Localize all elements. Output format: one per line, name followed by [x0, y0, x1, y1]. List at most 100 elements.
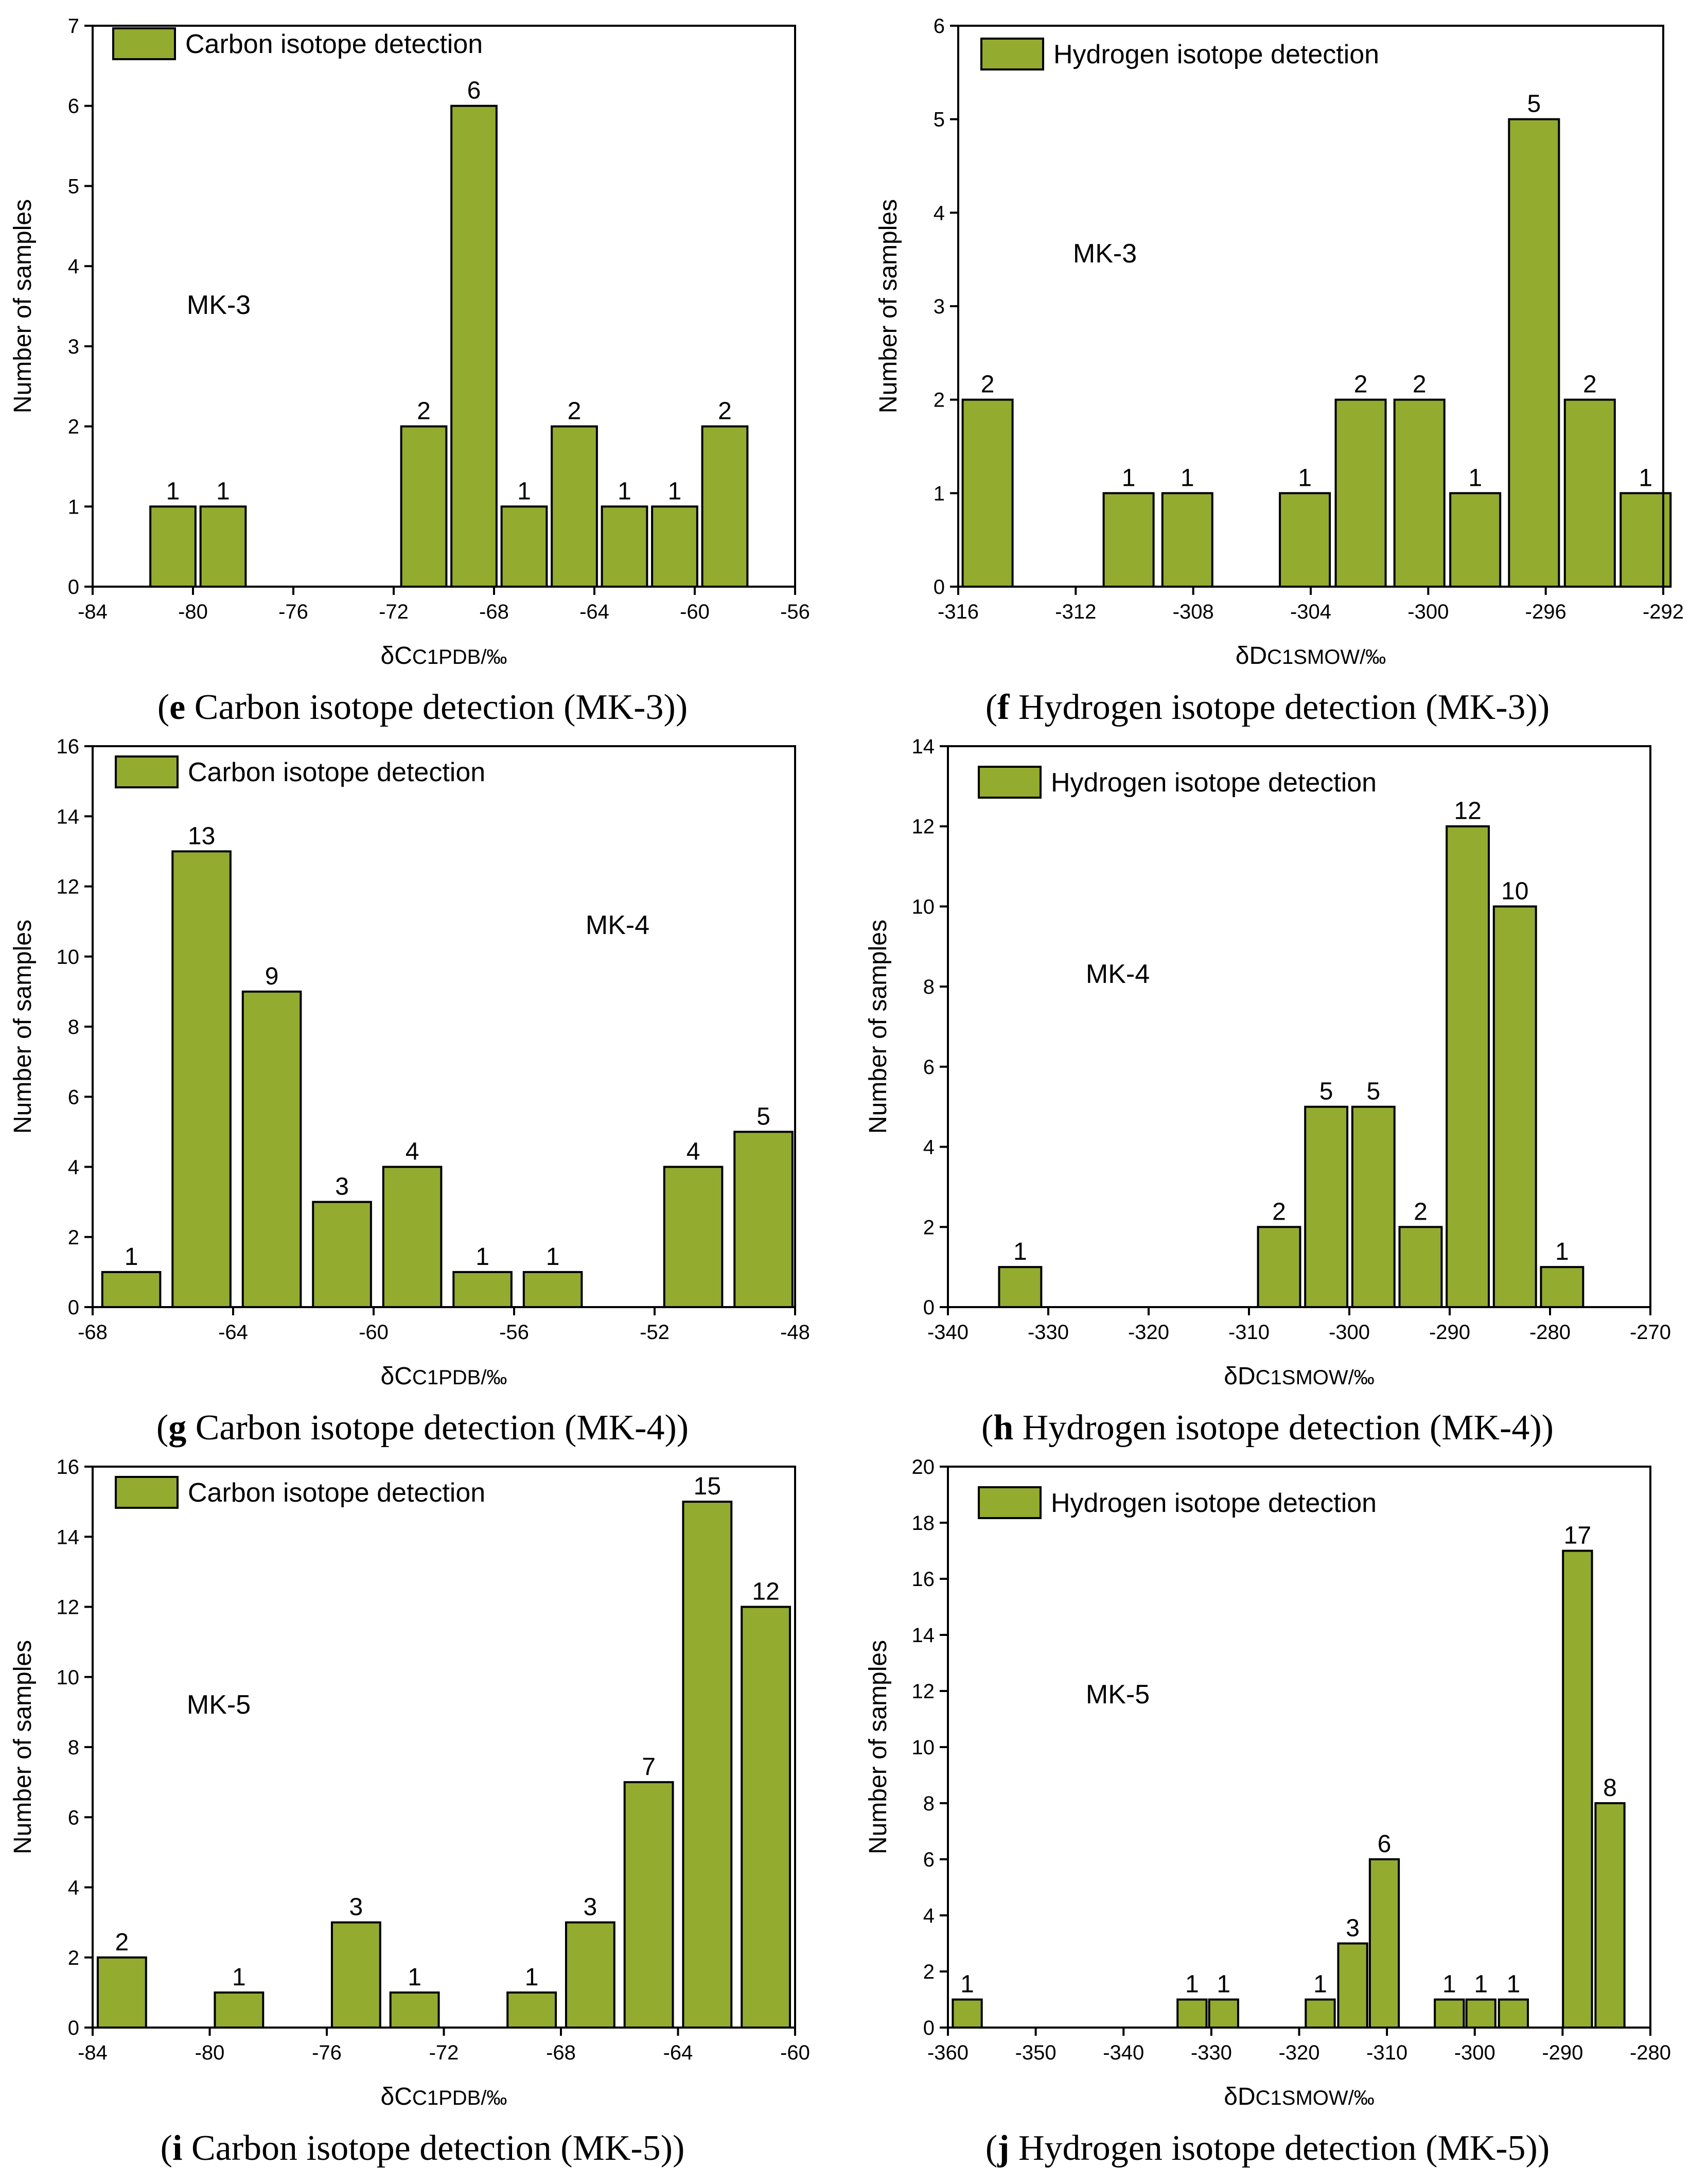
- x-axis-title-main-e: δC: [381, 642, 412, 670]
- y-tick-label-j-3: 6: [923, 1848, 935, 1871]
- y-tick-label-f-2: 2: [934, 389, 945, 412]
- bar-j-5: [1368, 1858, 1400, 2029]
- y-tick-label-g-1: 2: [68, 1226, 79, 1249]
- bar-value-label-e-7: 1: [668, 478, 682, 505]
- legend-swatch-j: [978, 1486, 1042, 1519]
- bar-value-label-g-4: 4: [406, 1138, 419, 1166]
- y-tick-label-e-7: 7: [68, 15, 79, 38]
- bar-h-5: [1446, 825, 1490, 1308]
- well-annotation-j: MK-5: [1086, 1680, 1150, 1710]
- y-tick-label-e-5: 5: [68, 175, 79, 198]
- x-tick-label-i-3: -72: [429, 2041, 459, 2064]
- chart-panel-f: 2 1 1 1 2 2 1 5 2 1 -316 -312 -308 -304 -300 -296 -292 0 1…: [875, 15, 1684, 670]
- bar-value-label-i-8: 12: [752, 1578, 779, 1606]
- bar-value-label-i-1: 1: [232, 1964, 246, 1991]
- x-tick-label-i-1: -80: [195, 2041, 225, 2064]
- bar-j-10: [1594, 1802, 1626, 2029]
- x-axis-title-sub-g: C1PDB/‰: [412, 1366, 507, 1389]
- x-axis-title-main-h: δD: [1224, 1363, 1255, 1390]
- legend-label-h: Hydrogen isotope detection: [1051, 768, 1377, 798]
- x-axis-title-main-g: δC: [381, 1363, 412, 1390]
- x-tick-label-h-0: -340: [927, 1321, 969, 1344]
- bar-value-label-h-5: 12: [1454, 798, 1481, 825]
- y-tick-label-i-7: 14: [57, 1526, 80, 1548]
- y-tick-label-h-5: 10: [912, 895, 935, 918]
- x-tick-label-g-0: -68: [78, 1321, 108, 1344]
- y-tick-label-g-5: 10: [57, 946, 80, 968]
- bar-value-label-f-4: 2: [1354, 371, 1368, 398]
- legend-swatch-g: [115, 755, 179, 788]
- x-axis-title-i: δCC1PDB/‰: [381, 2083, 507, 2110]
- y-axis-title-g: Number of samples: [9, 920, 37, 1134]
- y-tick-label-j-8: 16: [912, 1568, 935, 1591]
- bar-j-8: [1498, 1998, 1529, 2029]
- x-tick-label-j-5: -310: [1366, 2041, 1407, 2064]
- legend-swatch-h: [978, 766, 1042, 799]
- y-tick-label-h-4: 8: [923, 976, 935, 998]
- bar-j-9: [1562, 1549, 1593, 2029]
- y-tick-label-h-7: 14: [912, 735, 935, 758]
- bar-g-0: [101, 1271, 162, 1308]
- x-axis-title-sub-h: C1SMOW/‰: [1256, 1366, 1375, 1389]
- x-tick-label-e-5: -64: [579, 601, 609, 623]
- bar-value-label-f-0: 2: [981, 371, 995, 398]
- y-tick-label-j-9: 18: [912, 1512, 935, 1535]
- x-tick-label-e-1: -80: [178, 601, 208, 623]
- bar-h-0: [998, 1266, 1043, 1308]
- bar-value-label-f-6: 1: [1468, 464, 1482, 491]
- plot-frame-e: [92, 25, 796, 588]
- y-tick-label-h-3: 6: [923, 1056, 935, 1079]
- y-axis-title-f: Number of samples: [875, 199, 902, 413]
- bar-f-5: [1393, 398, 1446, 588]
- bar-g-7: [663, 1166, 724, 1308]
- x-axis-title-main-j: δD: [1224, 2083, 1255, 2110]
- x-tick-label-h-2: -320: [1128, 1321, 1169, 1344]
- bar-value-label-i-0: 2: [115, 1929, 129, 1956]
- well-annotation-f: MK-3: [1073, 239, 1137, 269]
- bar-value-label-f-8: 2: [1583, 371, 1597, 398]
- legend-swatch-i: [115, 1476, 179, 1509]
- y-tick-label-e-0: 0: [68, 576, 79, 598]
- bar-i-4: [506, 1991, 557, 2029]
- bar-e-2: [400, 425, 448, 588]
- caption-h: (h Hydrogen isotope detection (MK-4)): [981, 1408, 1554, 1448]
- y-tick-label-f-3: 3: [934, 295, 945, 318]
- bar-value-label-e-5: 2: [568, 398, 582, 425]
- bar-i-2: [330, 1921, 381, 2029]
- legend-label-i: Carbon isotope detection: [188, 1478, 485, 1508]
- bar-e-7: [651, 505, 698, 588]
- y-tick-label-i-0: 0: [68, 2017, 79, 2039]
- y-tick-label-h-6: 12: [912, 816, 935, 838]
- x-tick-label-f-3: -304: [1290, 601, 1331, 623]
- bar-value-label-h-0: 1: [1013, 1238, 1027, 1265]
- bar-value-label-g-7: 4: [686, 1138, 700, 1166]
- bar-value-label-h-3: 5: [1366, 1078, 1380, 1105]
- caption-g: (g Carbon isotope detection (MK-4)): [156, 1408, 689, 1448]
- caption-i: (i Carbon isotope detection (MK-5)): [160, 2128, 685, 2168]
- bar-j-7: [1465, 1998, 1497, 2029]
- bar-f-8: [1563, 398, 1616, 588]
- y-tick-label-f-1: 1: [934, 482, 945, 505]
- bar-value-label-g-8: 5: [756, 1103, 770, 1130]
- bar-j-2: [1208, 1998, 1239, 2029]
- y-axis-title-e: Number of samples: [9, 199, 37, 413]
- y-tick-label-i-4: 8: [68, 1736, 79, 1759]
- y-tick-label-h-1: 2: [923, 1216, 935, 1239]
- x-axis-title-main-f: δD: [1236, 642, 1267, 670]
- bar-i-3: [389, 1991, 440, 2029]
- bar-value-label-h-6: 10: [1501, 877, 1528, 905]
- y-tick-label-f-0: 0: [934, 576, 945, 598]
- y-tick-label-i-5: 10: [57, 1666, 80, 1689]
- y-tick-label-j-1: 2: [923, 1961, 935, 1983]
- bar-j-1: [1176, 1998, 1208, 2029]
- bar-value-label-g-5: 1: [476, 1243, 489, 1271]
- x-tick-label-j-1: -350: [1015, 2041, 1057, 2064]
- bar-value-label-h-1: 2: [1272, 1198, 1286, 1225]
- bar-value-label-g-0: 1: [125, 1243, 138, 1271]
- y-tick-label-e-6: 6: [68, 95, 79, 118]
- bar-value-label-j-8: 1: [1506, 1971, 1520, 1998]
- x-axis-title-main-i: δC: [381, 2083, 412, 2110]
- x-tick-label-g-2: -60: [359, 1321, 389, 1344]
